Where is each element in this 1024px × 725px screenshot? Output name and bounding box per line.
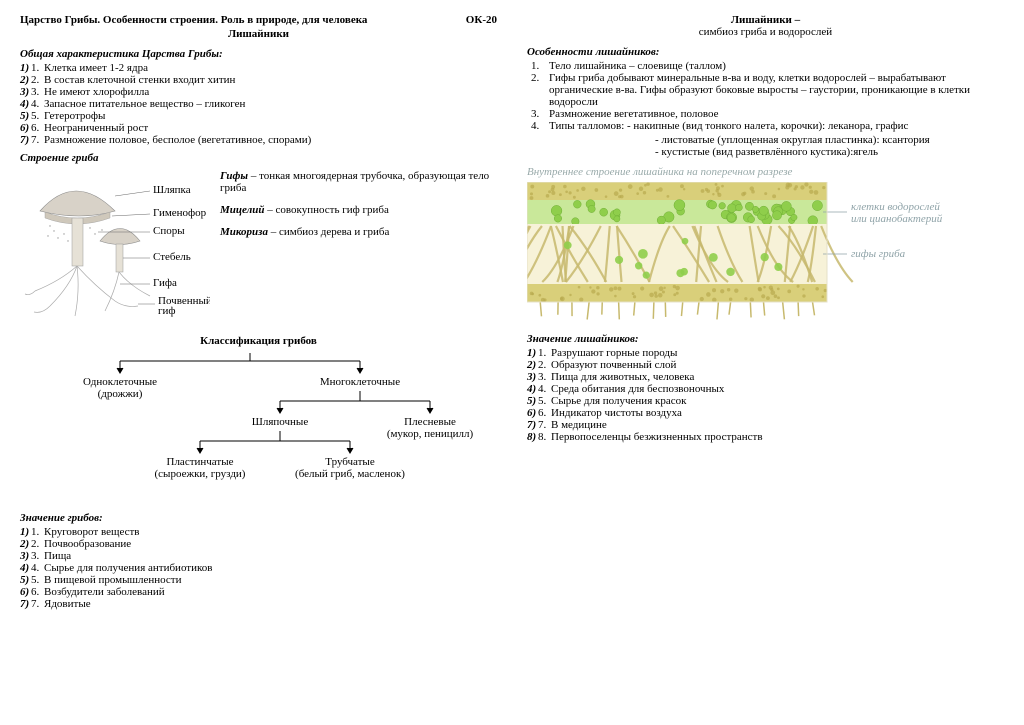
svg-text:Одноклеточные: Одноклеточные [83,376,157,388]
definitions: Гифы – тонкая многоядерная трубочка, обр… [220,170,497,248]
svg-text:гиф: гиф [158,305,176,317]
list-item: Пища для животных, человека [549,371,1004,383]
page: Царство Грибы. Особенности строения. Рол… [20,14,1004,616]
list-item: В состав клеточной стенки входит хитин [42,74,497,86]
list-item: Неограниченный рост [42,122,497,134]
list-item: Запасное питательное вещество – гликоген [42,98,497,110]
right-header-main: Лишайники – [527,14,1004,26]
svg-text:(мукор, пеницилл): (мукор, пеницилл) [387,428,474,440]
label-spory: Споры [153,225,185,237]
svg-text:Плесневые: Плесневые [404,416,456,428]
char-title: Общая характеристика Царства Грибы: [20,48,497,60]
list-item: 1.Тело лишайника – слоевище (таллом) [549,60,1004,72]
right-column: Лишайники – симбиоз гриба и водорослей О… [527,14,1004,616]
svg-text:Шляпочные: Шляпочные [252,416,309,428]
structure-block: Шляпка Гименофор Споры Стебель Гифа Почв… [20,166,497,329]
list-item: Круговорот веществ [42,526,497,538]
struct-title: Строение гриба [20,152,497,164]
lichen-caption: Внутреннее строение лишайника на попереч… [527,166,1004,178]
list-item: Индикатор чистоты воздуха [549,407,1004,419]
list-item: Почвообразование [42,538,497,550]
label-gimenofor: Гименофор [153,207,207,219]
left-header-main: Царство Грибы. Особенности строения. Рол… [20,14,454,26]
list-item: Не имеют хлорофилла [42,86,497,98]
svg-text:(белый гриб, масленок): (белый гриб, масленок) [295,468,405,480]
svg-text:Пластинчатые: Пластинчатые [167,456,234,468]
mean-title-right: Значение лишайников: [527,333,1004,345]
mean-list-left: Круговорот веществПочвообразованиеПищаСы… [42,526,497,610]
svg-text:или цианобактерий: или цианобактерий [851,213,943,225]
mushroom-diagram: Шляпка Гименофор Споры Стебель Гифа Почв… [20,166,210,329]
def-mits: – совокупность гиф гриба [265,204,389,216]
svg-text:(сыроежки, грузди): (сыроежки, грузди) [155,468,246,480]
feat-sub2: - кустистые (вид разветвлённого кустика)… [655,146,1004,158]
svg-text:Многоклеточные: Многоклеточные [320,376,400,388]
list-item: Возбудители заболеваний [42,586,497,598]
term-gify: Гифы [220,170,248,182]
list-item: Среда обитания для беспозвоночных [549,383,1004,395]
left-column: Царство Грибы. Особенности строения. Рол… [20,14,497,616]
list-item: Ядовитые [42,598,497,610]
feat-sub1: - листоватые (уплощенная округлая пласти… [655,134,1004,146]
lichen-diagram-block: Внутреннее строение лишайника на попереч… [527,166,1004,325]
list-item: Сырье для получения красок [549,395,1004,407]
mean-title-left: Значение грибов: [20,512,497,524]
def-mik: – симбиоз дерева и гриба [268,226,389,238]
svg-text:Трубчатые: Трубчатые [325,456,375,468]
svg-text:клетки водорослей: клетки водорослей [851,201,940,213]
svg-text:(дрожжи): (дрожжи) [98,388,143,400]
list-item: Клетка имеет 1-2 ядра [42,62,497,74]
class-title: Классификация грибов [20,335,497,347]
list-item: Образуют почвенный слой [549,359,1004,371]
list-item: Пища [42,550,497,562]
left-header: Царство Грибы. Особенности строения. Рол… [20,14,497,26]
svg-text:гифы гриба: гифы гриба [851,248,906,260]
list-item: Сырье для получения антибиотиков [42,562,497,574]
lichen-diagram: клетки водорослейили цианобактерий гифы г… [527,182,947,322]
list-item: Первопоселенцы безжизненных пространств [549,431,1004,443]
label-gifa: Гифа [153,277,177,289]
list-item: Гетеротрофы [42,110,497,122]
mean-list-right: Разрушают горные породыОбразуют почвенны… [549,347,1004,443]
list-item: Размножение половое, бесполое (вегетатив… [42,134,497,146]
feat-title: Особенности лишайников: [527,46,1004,58]
left-header-code: ОК-20 [466,14,497,26]
label-shlyapka: Шляпка [153,184,191,196]
label-stebel: Стебель [153,251,191,263]
left-header-sub: Лишайники [20,28,497,40]
term-mits: Мицелий [220,204,265,216]
right-header-sub: симбиоз гриба и водорослей [527,26,1004,38]
list-item: 2.Гифы гриба добывают минеральные в-ва и… [549,72,1004,108]
list-item: 4.Типы талломов: - накипные (вид тонкого… [549,120,1004,132]
feat-list: 1.Тело лишайника – слоевище (таллом)2.Ги… [549,60,1004,132]
list-item: В медицине [549,419,1004,431]
classification-tree: Классификация грибов Одноклеточные [20,335,497,502]
char-list: Клетка имеет 1-2 ядраВ состав клеточной … [42,62,497,146]
def-gify: – тонкая многоядерная трубочка, образующ… [220,170,489,194]
list-item: В пищевой промышленности [42,574,497,586]
list-item: 3.Размножение вегетативное, половое [549,108,1004,120]
list-item: Разрушают горные породы [549,347,1004,359]
term-mik: Микориза [220,226,268,238]
